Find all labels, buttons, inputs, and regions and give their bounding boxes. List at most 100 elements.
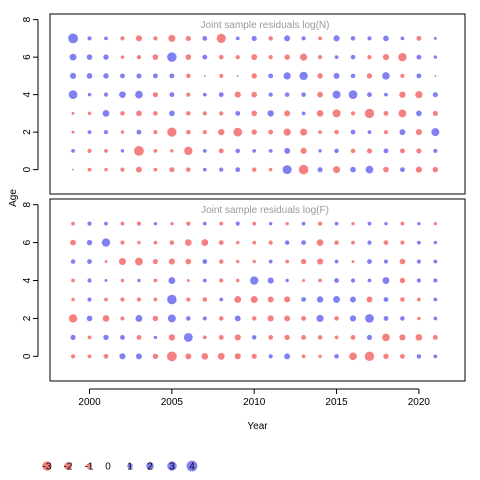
legend-bubble xyxy=(146,462,154,470)
residual-bubble xyxy=(383,240,389,246)
y-axis-title: Age xyxy=(8,189,19,207)
residual-bubble xyxy=(202,316,207,321)
legend-bubble xyxy=(167,461,177,471)
residual-bubble xyxy=(433,240,438,245)
residual-bubble xyxy=(103,92,109,97)
y-tick-label: 6 xyxy=(22,54,33,60)
residual-bubble xyxy=(268,92,273,97)
residual-bubble xyxy=(415,91,423,99)
residual-bubble xyxy=(433,55,438,59)
residual-bubble xyxy=(299,53,308,61)
residual-bubble xyxy=(366,73,373,79)
residual-bubble xyxy=(364,351,375,362)
residual-bubble xyxy=(251,73,257,79)
residual-bubble xyxy=(135,257,143,266)
residual-bubble xyxy=(268,259,273,264)
residual-bubble xyxy=(318,130,322,135)
residual-bubble xyxy=(301,297,307,302)
residual-bubble xyxy=(235,36,240,41)
residual-bubble xyxy=(301,36,306,41)
residual-bubble xyxy=(366,148,373,154)
legend-label: 1 xyxy=(127,462,133,473)
residual-bubble xyxy=(433,278,438,283)
residual-bubble xyxy=(104,221,108,226)
residual-bubble xyxy=(168,258,175,265)
residual-bubble xyxy=(301,334,307,340)
residual-bubble xyxy=(400,297,405,302)
residual-bubble xyxy=(399,91,406,98)
residual-bubble xyxy=(202,111,207,116)
residual-bubble xyxy=(166,351,177,362)
residual-bubble xyxy=(398,52,407,62)
residual-bubble xyxy=(103,353,109,359)
legend-label: 0 xyxy=(105,462,111,473)
residual-bubble xyxy=(104,36,108,41)
residual-bubble xyxy=(235,110,241,116)
residual-bubble xyxy=(366,296,373,303)
residual-bubble xyxy=(351,221,355,226)
residual-bubble xyxy=(299,71,308,81)
residual-bubble xyxy=(185,35,191,41)
residual-bubble xyxy=(400,316,405,321)
residual-bubble xyxy=(218,240,224,246)
residual-bubble xyxy=(136,334,142,340)
residual-bubble xyxy=(71,297,75,302)
legend-bubble xyxy=(127,463,133,469)
residual-bubble xyxy=(68,33,78,44)
residual-bubble xyxy=(201,353,209,360)
x-tick-label: 2020 xyxy=(408,397,431,408)
residual-bubble xyxy=(202,297,208,302)
residual-bubble xyxy=(333,72,340,79)
residual-bubble xyxy=(184,146,193,156)
legend-bubble xyxy=(64,462,72,470)
residual-bubble xyxy=(382,72,390,80)
residual-bubble xyxy=(86,315,93,322)
y-tick-label: 0 xyxy=(22,166,33,172)
residual-bubble xyxy=(285,278,289,283)
residual-bubble xyxy=(136,73,142,79)
residual-bubble xyxy=(300,258,307,265)
residual-bubble xyxy=(334,259,339,264)
residual-bubble xyxy=(71,130,75,134)
residual-bubble xyxy=(268,240,273,245)
residual-bubble xyxy=(135,90,143,99)
y-tick-label: 4 xyxy=(22,91,33,97)
residual-bubble xyxy=(69,53,77,61)
residual-bubble xyxy=(169,167,175,173)
residual-bubble xyxy=(251,110,258,117)
residual-bubble xyxy=(268,73,274,79)
residual-bubble xyxy=(268,129,274,135)
residual-bubble xyxy=(351,240,355,245)
residual-bubble xyxy=(433,148,438,153)
residual-bubble xyxy=(136,110,142,117)
residual-bubble xyxy=(152,353,159,360)
residual-bubble xyxy=(382,277,390,284)
residual-bubble xyxy=(119,91,126,98)
residual-bubble xyxy=(333,35,340,42)
residual-bubble xyxy=(415,334,423,341)
residual-bubble xyxy=(318,149,322,153)
residual-bubble xyxy=(169,73,175,79)
residual-bubble xyxy=(400,36,405,41)
residual-bubble xyxy=(120,111,125,116)
residual-bubble xyxy=(135,353,142,360)
residual-bubble xyxy=(416,354,422,359)
residual-bubble xyxy=(367,240,372,245)
residual-bubble xyxy=(235,148,241,154)
residual-bubble xyxy=(169,92,175,98)
residual-bubble xyxy=(202,54,208,60)
residual-bubble xyxy=(136,221,142,226)
residual-bubble xyxy=(153,111,158,116)
y-tick-label: 8 xyxy=(22,201,33,207)
residual-bubble xyxy=(186,279,190,282)
residual-bubble xyxy=(234,315,241,322)
residual-bubble xyxy=(185,239,192,246)
residual-bubble xyxy=(334,148,339,154)
residual-bubble xyxy=(104,260,108,264)
residual-bubble xyxy=(268,148,273,153)
residual-bubble xyxy=(350,54,356,60)
x-axis: 2000 2005 2010 2015 2020 xyxy=(78,388,431,408)
residual-bubble xyxy=(383,110,389,116)
residual-bubble xyxy=(365,314,374,323)
